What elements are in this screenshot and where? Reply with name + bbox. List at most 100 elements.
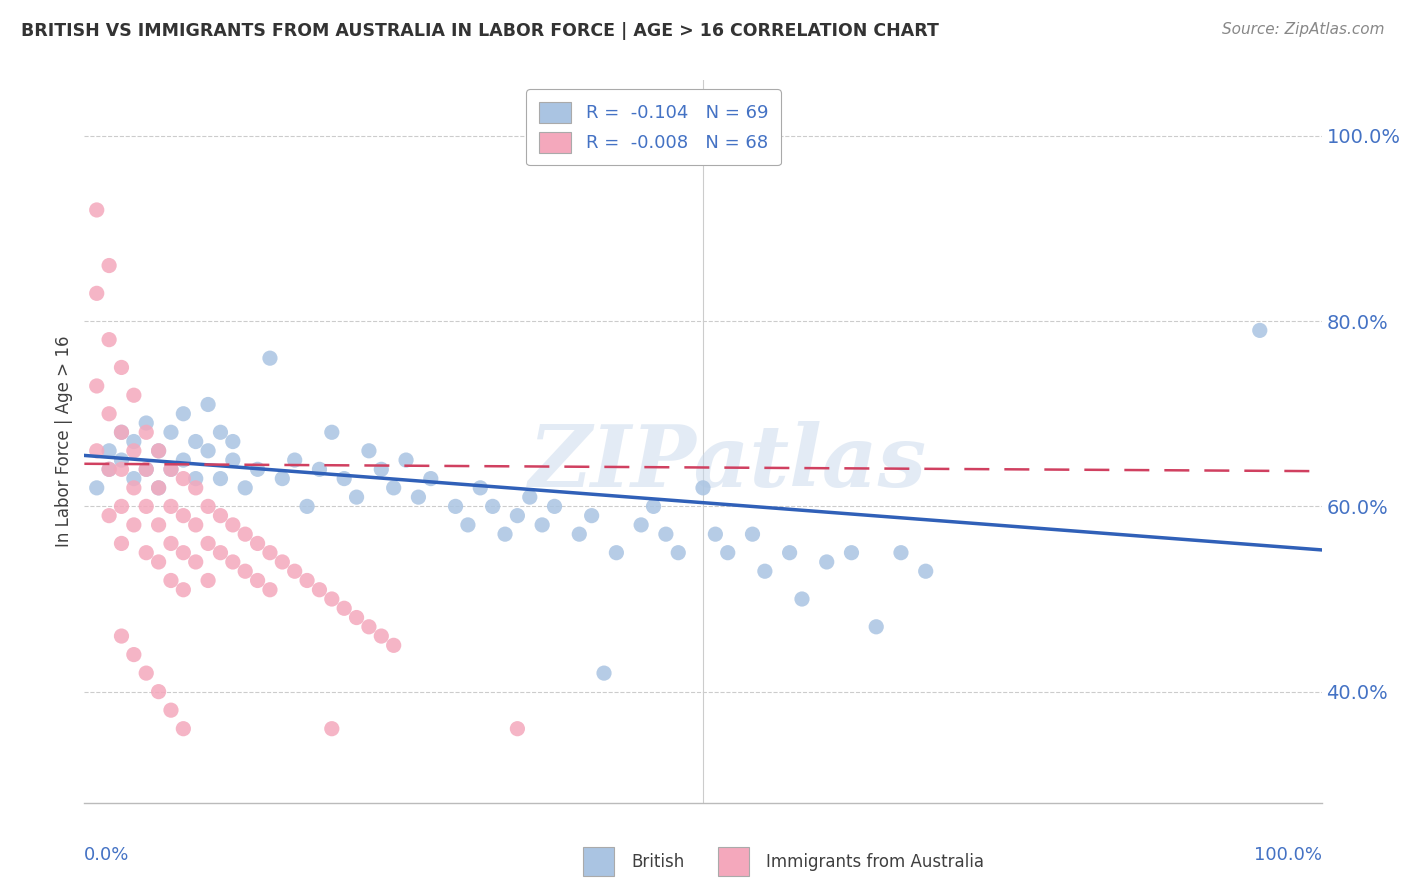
Point <box>222 434 245 449</box>
Point <box>284 564 307 578</box>
Point <box>370 462 392 476</box>
Point <box>98 259 121 273</box>
Point <box>259 546 281 560</box>
Point <box>184 472 207 486</box>
Text: Source: ZipAtlas.com: Source: ZipAtlas.com <box>1222 22 1385 37</box>
Point <box>160 462 183 476</box>
Text: BRITISH VS IMMIGRANTS FROM AUSTRALIA IN LABOR FORCE | AGE > 16 CORRELATION CHART: BRITISH VS IMMIGRANTS FROM AUSTRALIA IN … <box>21 22 939 40</box>
Point <box>655 527 678 541</box>
Point <box>148 443 170 458</box>
Point <box>506 508 529 523</box>
Point <box>246 536 269 550</box>
Point <box>122 481 145 495</box>
Point <box>284 453 307 467</box>
Point <box>86 481 108 495</box>
Point <box>605 546 627 560</box>
Point <box>110 453 132 467</box>
Point <box>506 722 529 736</box>
Point <box>233 564 256 578</box>
Legend: R =  -0.104   N = 69, R =  -0.008   N = 68: R = -0.104 N = 69, R = -0.008 N = 68 <box>526 89 780 165</box>
Point <box>321 722 343 736</box>
Point <box>98 407 121 421</box>
Point <box>160 500 183 514</box>
Point <box>246 574 269 588</box>
Point <box>86 286 108 301</box>
Point <box>395 453 418 467</box>
Point <box>86 202 108 217</box>
Point <box>135 462 157 476</box>
Point <box>890 546 912 560</box>
Point <box>692 481 714 495</box>
Point <box>444 500 467 514</box>
Point <box>370 629 392 643</box>
Point <box>233 527 256 541</box>
Point <box>148 481 170 495</box>
Point <box>122 443 145 458</box>
Point <box>717 546 740 560</box>
Point <box>321 425 343 440</box>
Point <box>741 527 763 541</box>
Text: British: British <box>631 853 685 871</box>
Text: ZIPatlas: ZIPatlas <box>529 421 927 505</box>
Point <box>333 601 356 615</box>
Point <box>209 508 232 523</box>
Point <box>160 703 183 717</box>
Point <box>135 546 157 560</box>
Point <box>98 443 121 458</box>
Point <box>197 574 219 588</box>
Point <box>172 722 194 736</box>
Point <box>197 500 219 514</box>
Point <box>110 629 132 643</box>
Point <box>531 517 554 532</box>
Point <box>308 582 330 597</box>
Point <box>222 555 245 569</box>
Point <box>308 462 330 476</box>
Point <box>568 527 591 541</box>
Point <box>382 638 405 652</box>
Point <box>184 517 207 532</box>
Point <box>543 500 565 514</box>
Point <box>581 508 603 523</box>
Point <box>86 379 108 393</box>
Point <box>148 481 170 495</box>
Point <box>346 610 368 624</box>
Point <box>148 555 170 569</box>
Point <box>222 517 245 532</box>
Point <box>593 666 616 681</box>
Point <box>704 527 727 541</box>
Point <box>470 481 492 495</box>
FancyBboxPatch shape <box>718 847 749 876</box>
Point <box>135 425 157 440</box>
Point <box>259 351 281 366</box>
Point <box>841 546 863 560</box>
Point <box>865 620 887 634</box>
Point <box>209 472 232 486</box>
Point <box>110 425 132 440</box>
Point <box>86 443 108 458</box>
Point <box>160 462 183 476</box>
Point <box>630 517 652 532</box>
Point <box>172 453 194 467</box>
Point <box>494 527 516 541</box>
Point <box>172 407 194 421</box>
Point <box>346 490 368 504</box>
Point <box>815 555 838 569</box>
Point <box>914 564 936 578</box>
Point <box>408 490 430 504</box>
Point <box>271 555 294 569</box>
Point <box>135 462 157 476</box>
Point <box>754 564 776 578</box>
Point <box>160 574 183 588</box>
Point <box>197 397 219 411</box>
Point <box>148 443 170 458</box>
Point <box>172 546 194 560</box>
Point <box>110 462 132 476</box>
Point <box>295 500 318 514</box>
Point <box>666 546 689 560</box>
Point <box>184 555 207 569</box>
Point <box>295 574 318 588</box>
Point <box>98 508 121 523</box>
Point <box>357 443 380 458</box>
Point <box>184 434 207 449</box>
Point <box>333 472 356 486</box>
